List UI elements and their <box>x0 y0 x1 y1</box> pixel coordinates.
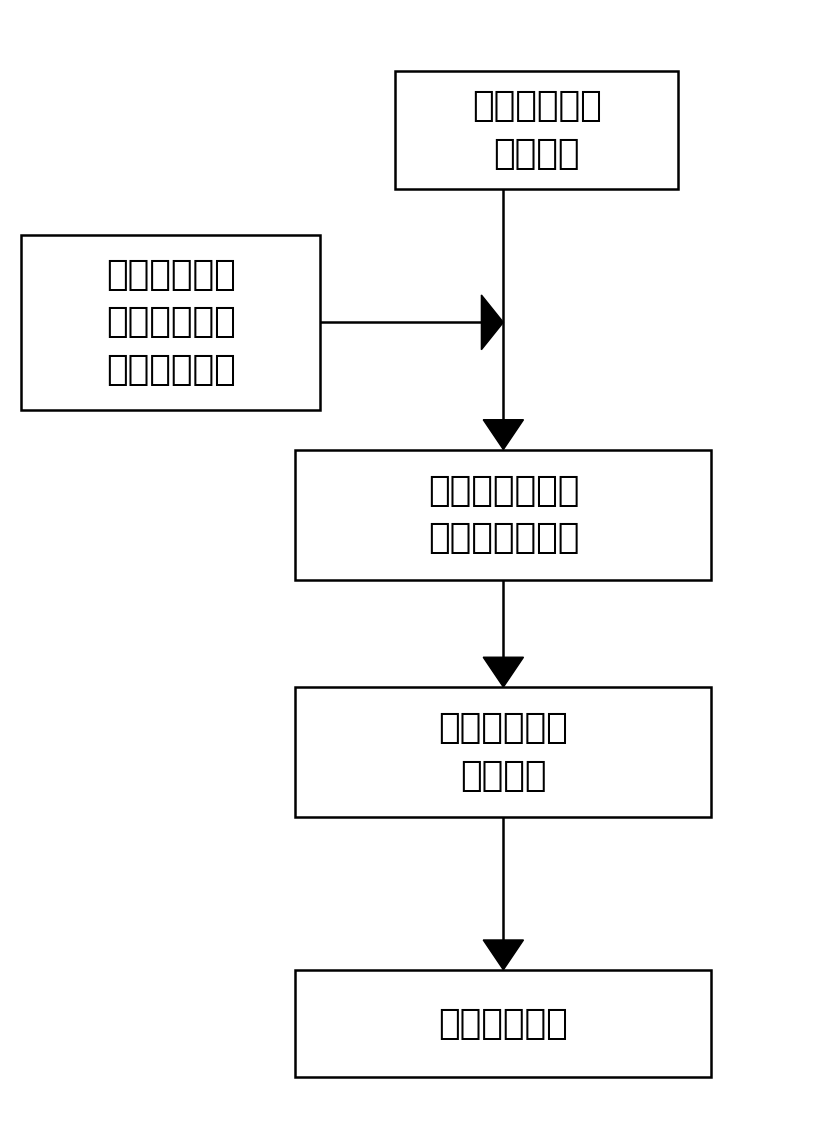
Polygon shape <box>483 657 523 687</box>
Bar <box>395 70 678 190</box>
Polygon shape <box>483 420 523 450</box>
Polygon shape <box>483 940 523 970</box>
Text: 机组发电煤耗
偏差计算: 机组发电煤耗 偏差计算 <box>438 711 568 793</box>
Bar <box>295 687 711 817</box>
Bar <box>295 450 711 579</box>
Bar <box>295 969 711 1077</box>
Polygon shape <box>482 295 503 349</box>
Text: 燃料燃烧计算及
锅炉热效率计算: 燃料燃烧计算及 锅炉热效率计算 <box>428 474 579 555</box>
Text: 定期更新锅炉
主要可控运行
参数的基准值: 定期更新锅炉 主要可控运行 参数的基准值 <box>106 258 235 387</box>
Text: 实时采集机组
运行数据: 实时采集机组 运行数据 <box>472 89 602 171</box>
Text: 结果终端显示: 结果终端显示 <box>438 1007 568 1041</box>
Bar <box>21 235 320 411</box>
